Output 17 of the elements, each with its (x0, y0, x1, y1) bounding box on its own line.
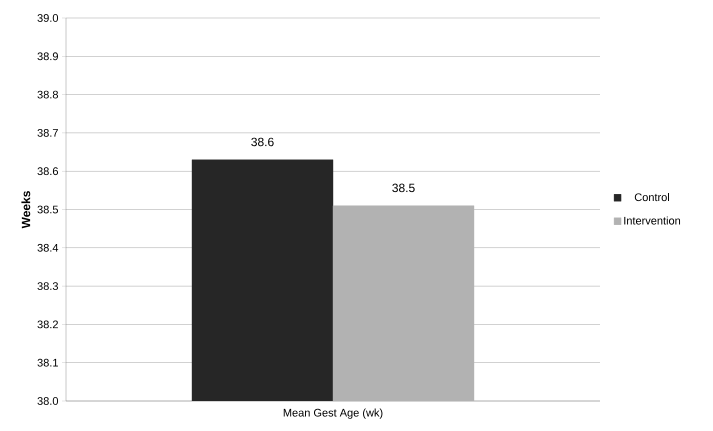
data-label: 38.6 (251, 138, 274, 146)
y-tick-label: 38.3 (37, 282, 58, 290)
y-axis-title: Weeks (21, 191, 30, 228)
y-tick-label: 38.6 (37, 167, 58, 176)
data-label: 38.5 (392, 184, 415, 192)
y-tick-label: 38.2 (37, 320, 58, 328)
legend-label: Control (634, 193, 669, 202)
y-tick-label: 38.4 (37, 244, 58, 252)
legend-label: Intervention (624, 216, 680, 225)
x-tick-label: Mean Gest Age (wk) (284, 408, 382, 419)
y-tick-label: 38.9 (37, 52, 58, 60)
y-tick-label: 39.0 (37, 14, 58, 22)
y-tick-label: 38.8 (37, 90, 58, 98)
y-tick-label: 38.0 (37, 397, 58, 405)
y-tick-label: 38.1 (37, 358, 58, 367)
y-tick-label: 38.7 (37, 128, 58, 137)
y-tick-label: 38.5 (37, 206, 58, 214)
